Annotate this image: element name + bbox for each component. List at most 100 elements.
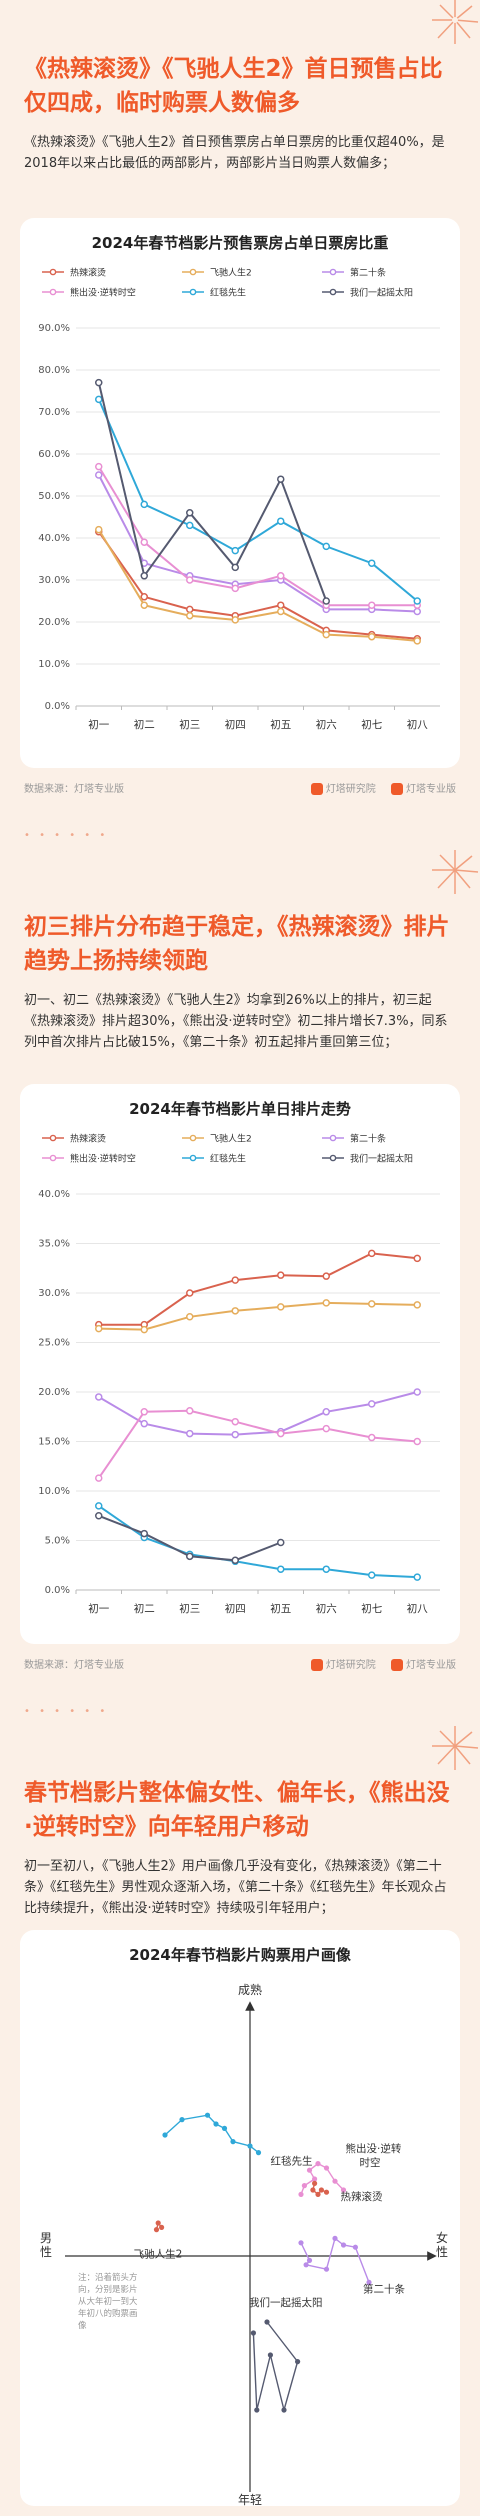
data-point (306, 2167, 313, 2173)
legend-label: 热辣滚烫 (70, 267, 106, 279)
data-point (153, 2227, 160, 2233)
chart-card-screenings: 2024年春节档影片单日排片走势 热辣滚烫 飞驰人生2 第二十条 熊出没·逆转时空 红毯… (20, 1084, 460, 1644)
data-point (322, 1299, 330, 1307)
data-point (368, 632, 376, 641)
series-line (97, 382, 328, 602)
data-point (186, 605, 194, 614)
data-point (303, 2262, 309, 2268)
data-point (230, 2139, 236, 2145)
data-point (281, 2407, 287, 2413)
data-point (315, 2161, 321, 2167)
data-point (140, 593, 148, 601)
y-tick-label: 30.0% (38, 575, 70, 586)
x-tick-label: 初七 (361, 1602, 382, 1615)
data-point (352, 2244, 358, 2250)
data-point (340, 2242, 347, 2248)
legend-label: 热辣滚烫 (70, 1133, 106, 1145)
y-tick-label: 30.0% (38, 1288, 70, 1299)
divider-dots: • • • • • • (24, 830, 109, 841)
series-label: 飞驰人生2 (134, 2247, 183, 2260)
legend-marker (189, 268, 197, 276)
x-tick-label: 初三 (179, 718, 200, 731)
data-point (255, 2150, 262, 2156)
data-point (368, 1400, 376, 1408)
data-point (231, 1430, 239, 1439)
chart-note: 注：沿着箭头方向，分别是影片从大年初一到大年初八的购票画像 (78, 2272, 138, 2331)
data-point (95, 1512, 103, 1520)
data-point (368, 601, 376, 609)
x-tick-label: 初六 (316, 1602, 337, 1615)
chart-card-presale: 2024年春节档影片预售票房占单日票房比重 热辣滚烫 飞驰人生2 第二十条 熊出没·逆… (20, 218, 460, 768)
axis-label-top: 成熟 (238, 1982, 262, 1997)
data-point (179, 2117, 185, 2123)
data-point (295, 2359, 301, 2365)
data-point (162, 2132, 168, 2138)
burst-decoration-icon (432, 1726, 479, 1770)
lighthouse-logo-icon (310, 1659, 323, 1671)
data-point (413, 1254, 421, 1263)
x-tick-label: 初四 (225, 1602, 246, 1615)
data-point (95, 462, 103, 471)
data-point (368, 1571, 376, 1579)
legend-marker (49, 1134, 57, 1142)
data-point (413, 1437, 421, 1446)
data-source: 数据来源：灯塔专业版 (24, 1660, 124, 1671)
legend-label: 红毯先生 (210, 1153, 246, 1165)
data-point (186, 1429, 194, 1438)
data-point (250, 2330, 256, 2336)
data-point (312, 2176, 318, 2182)
data-point (95, 471, 103, 479)
data-point (332, 2178, 338, 2184)
data-point (186, 576, 194, 584)
series-line (98, 1252, 418, 1326)
x-tick-label: 初二 (134, 1602, 155, 1615)
brand-research: 灯塔研究院 (325, 1660, 376, 1671)
section-audience: • • • • • • 春节档影片整体偏女性、偏年长，《熊出没·逆转时空》向年轻… (0, 1706, 480, 2516)
data-point (368, 1300, 376, 1308)
data-point (323, 2189, 330, 2195)
brand-logos: 灯塔研究院 灯塔专业版 (299, 1656, 456, 1671)
x-tick-label: 初一 (88, 1602, 109, 1615)
series-label: 熊出没·逆转时空 (346, 2142, 402, 2169)
series-line (97, 466, 418, 607)
data-point (247, 2143, 253, 2149)
y-tick-label: 10.0% (38, 659, 70, 670)
data-point (322, 597, 330, 605)
data-point (322, 630, 330, 639)
y-tick-label: 40.0% (38, 533, 70, 544)
data-point (140, 1325, 148, 1334)
data-point (140, 538, 148, 546)
data-point (140, 500, 148, 509)
data-point (186, 1313, 194, 1321)
data-point (413, 1573, 421, 1581)
x-tick-label: 初二 (134, 718, 155, 731)
chart-title: 2024年春节档影片预售票房占单日票房比重 (91, 234, 389, 252)
section-headline: 初三排片分布趋于稳定，《热辣滚烫》排片趋势上扬持续领跑 (24, 914, 450, 974)
y-tick-label: 90.0% (38, 323, 70, 334)
data-point (368, 1433, 376, 1442)
series-label: 第二十条 (363, 2282, 405, 2295)
lighthouse-logo-icon (310, 783, 323, 795)
y-tick-label: 60.0% (38, 449, 70, 460)
data-point (204, 2112, 211, 2118)
data-point (231, 584, 239, 593)
data-point (186, 611, 194, 620)
section-presale: 《热辣滚烫》《飞驰人生2》首日预售占比仅四成，临时购票人数偏多 《热辣滚烫》《飞… (0, 0, 480, 810)
burst-decoration-icon (432, 850, 479, 894)
data-point (186, 1289, 194, 1297)
legend-marker (189, 1134, 197, 1142)
x-tick-label: 初六 (316, 718, 337, 731)
lighthouse-pro-logo-icon (391, 1659, 403, 1671)
data-point (368, 1249, 376, 1258)
data-point (221, 2125, 228, 2131)
data-point (213, 2121, 219, 2127)
data-point (322, 1565, 330, 1573)
data-point (231, 1556, 239, 1565)
data-point (318, 2187, 324, 2193)
data-point (95, 1474, 103, 1482)
legend-label: 我们一起摇太阳 (350, 287, 413, 299)
legend-label: 飞驰人生2 (210, 267, 252, 279)
section-headline: 《热辣滚烫》《飞驰人生2》首日预售占比仅四成，临时购票人数偏多 (24, 56, 443, 116)
data-point (413, 607, 421, 616)
chart-title: 2024年春节档影片单日排片走势 (129, 1100, 351, 1118)
